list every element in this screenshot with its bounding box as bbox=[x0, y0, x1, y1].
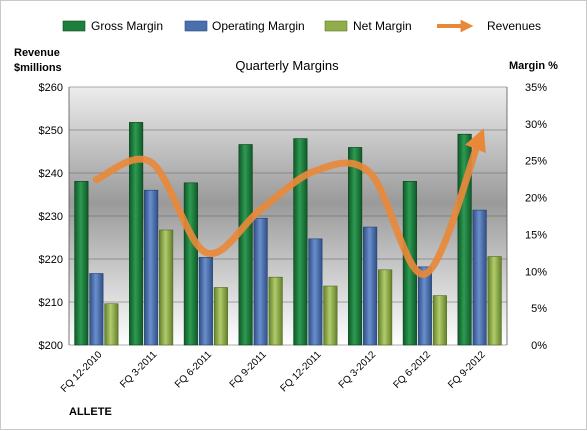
left-axis-ticks: $200 $210 $220 $230 $240 $250 $260 bbox=[39, 82, 63, 352]
gross-margin-bar bbox=[74, 181, 89, 346]
x-tick-label: FQ 9-2012 bbox=[446, 349, 488, 391]
revenues-line bbox=[92, 128, 486, 278]
right-tick-label: 35% bbox=[525, 82, 547, 94]
right-tick-label: 20% bbox=[525, 193, 547, 205]
x-tick-label: FQ 12-2011 bbox=[279, 349, 324, 394]
operating-margin-bar bbox=[472, 209, 487, 346]
x-tick-label: FQ 3-2012 bbox=[337, 349, 379, 391]
net-margin-bar bbox=[104, 303, 119, 346]
left-tick-label: $210 bbox=[39, 297, 63, 309]
right-tick-label: 0% bbox=[531, 340, 547, 352]
x-tick-label: FQ 12-2010 bbox=[59, 349, 105, 395]
gross-margin-bar bbox=[183, 182, 198, 346]
operating-margin-bar bbox=[144, 189, 159, 346]
left-tick-label: $220 bbox=[39, 254, 63, 266]
net-margin-bar bbox=[487, 256, 502, 346]
gross-margin-bar bbox=[293, 138, 308, 346]
net-margin-bar bbox=[378, 269, 393, 346]
operating-margin-bar bbox=[363, 226, 378, 346]
legend-label-revenues: Revenues bbox=[487, 19, 541, 33]
left-tick-label: $250 bbox=[39, 125, 63, 137]
legend-label-net-margin: Net Margin bbox=[353, 19, 412, 33]
right-tick-label: 15% bbox=[525, 229, 547, 241]
chart-title: Quarterly Margins bbox=[235, 58, 339, 73]
right-axis-ticks: 0% 5% 10% 15% 20% 25% 30% 35% bbox=[525, 82, 547, 352]
gross-margin-bar bbox=[238, 144, 253, 346]
right-tick-label: 25% bbox=[525, 156, 547, 168]
operating-margin-bar bbox=[417, 266, 432, 346]
net-margin-bar bbox=[323, 285, 338, 346]
left-tick-label: $230 bbox=[39, 211, 63, 223]
net-margin-bar bbox=[213, 287, 228, 346]
right-axis-title: Margin % bbox=[509, 60, 558, 72]
net-margin-bar bbox=[159, 229, 174, 346]
legend-label-operating-margin: Operating Margin bbox=[212, 19, 305, 33]
left-tick-label: $200 bbox=[39, 340, 63, 352]
net-margin-bar bbox=[432, 295, 447, 346]
operating-margin-bar bbox=[198, 256, 213, 346]
legend-label-gross-margin: Gross Margin bbox=[91, 19, 163, 33]
left-axis-title-line1: Revenue bbox=[14, 47, 60, 59]
right-tick-label: 10% bbox=[525, 266, 547, 278]
legend-swatch-net-margin bbox=[324, 20, 348, 32]
x-tick-label: FQ 3-2011 bbox=[118, 349, 159, 390]
gross-margin-bar bbox=[348, 147, 363, 346]
revenues-line-path bbox=[92, 128, 486, 278]
operating-margin-bar bbox=[308, 238, 323, 346]
x-axis-ticks: FQ 12-2010 FQ 3-2011 FQ 6-2011 FQ 9-2011 FQ … bbox=[59, 349, 488, 395]
gross-margin-bar bbox=[129, 122, 144, 346]
left-tick-label: $260 bbox=[39, 82, 63, 94]
x-tick-label: FQ 9-2011 bbox=[228, 349, 269, 390]
left-axis-title-line2: $millions bbox=[14, 62, 62, 74]
operating-margin-bar bbox=[253, 217, 268, 346]
legend-swatch-gross-margin bbox=[62, 20, 86, 32]
x-tick-label: FQ 6-2012 bbox=[391, 349, 433, 391]
legend-swatch-operating-margin bbox=[184, 20, 208, 32]
x-tick-label: FQ 6-2011 bbox=[173, 349, 214, 390]
right-tick-label: 5% bbox=[531, 303, 547, 315]
left-tick-label: $240 bbox=[39, 168, 63, 180]
right-tick-label: 30% bbox=[525, 119, 547, 131]
operating-margin-bar bbox=[89, 273, 104, 346]
brand-label: ALLETE bbox=[69, 406, 112, 418]
net-margin-bar bbox=[268, 276, 283, 346]
legend: Gross Margin Operating Margin Net Margin… bbox=[62, 19, 541, 33]
